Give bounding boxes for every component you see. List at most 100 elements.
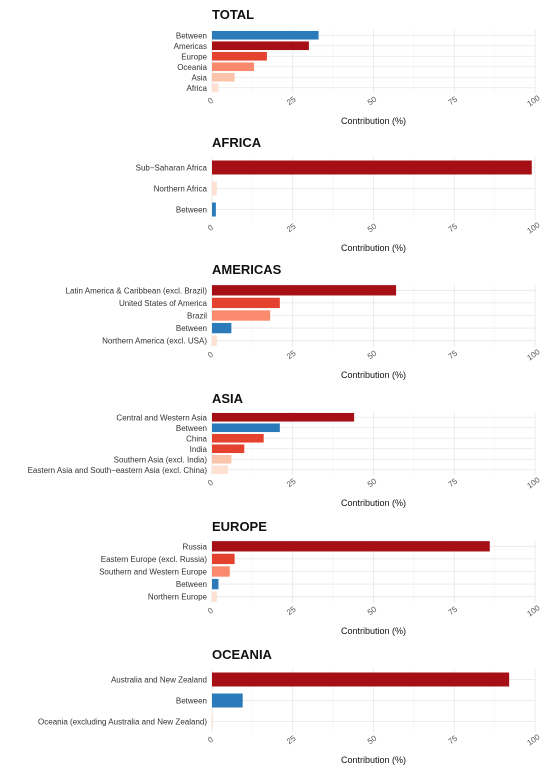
x-tick-label: 100 (526, 475, 543, 490)
x-axis-title: Contribution (%) (341, 626, 406, 636)
chart-panel-americas: AMERICAS Latin America & Caribbean (excl.… (66, 262, 542, 380)
x-tick-label: 25 (285, 733, 298, 746)
panel-title: OCEANIA (212, 647, 273, 662)
x-tick-label: 25 (285, 348, 298, 361)
bar-united-states-of-america (212, 297, 280, 309)
bar-northern-europe (212, 591, 217, 602)
bar-europe (212, 51, 267, 61)
x-tick-label: 100 (526, 603, 543, 618)
category-label: China (186, 434, 207, 443)
x-tick-label: 25 (285, 476, 298, 489)
x-tick-label: 50 (366, 348, 379, 361)
category-label: Northern Europe (148, 593, 208, 602)
x-tick-label: 50 (366, 94, 379, 107)
bar-between (212, 202, 216, 217)
category-label: Between (176, 324, 207, 333)
category-label: Central and Western Asia (116, 413, 207, 422)
bar-australia-and-new-zealand (212, 672, 510, 687)
category-label: Latin America & Caribbean (excl. Brazil) (66, 286, 208, 295)
bar-india (212, 444, 245, 454)
x-tick-label: 75 (447, 221, 460, 234)
x-tick-label: 75 (447, 348, 460, 361)
category-label: Eastern Europe (excl. Russia) (101, 555, 208, 564)
x-tick-label: 100 (526, 347, 543, 362)
category-label: Oceania (excluding Australia and New Zea… (38, 718, 207, 727)
x-tick-label: 100 (526, 220, 543, 235)
x-tick-label: 75 (447, 476, 460, 489)
bar-latin-america-caribbean-excl-brazil (212, 285, 397, 296)
category-label: Northern America (excl. USA) (102, 337, 207, 346)
category-label: Between (176, 580, 207, 589)
x-tick-label: 50 (366, 604, 379, 617)
bar-central-and-western-asia (212, 412, 355, 422)
x-tick-label: 50 (366, 733, 379, 746)
x-tick-label: 0 (206, 350, 215, 360)
panel-title: AFRICA (212, 135, 262, 150)
x-tick-label: 75 (447, 733, 460, 746)
bar-southern-asia-excl-india (212, 454, 232, 464)
bar-asia (212, 72, 235, 82)
bar-northern-america-excl-usa (212, 335, 217, 346)
x-tick-label: 25 (285, 221, 298, 234)
category-label: Eastern Asia and South−eastern Asia (exc… (28, 466, 208, 475)
category-label: Between (176, 31, 207, 40)
bar-between (212, 322, 232, 334)
category-label: Australia and New Zealand (111, 676, 207, 685)
category-label: Between (176, 206, 207, 215)
category-label: Between (176, 424, 207, 433)
bar-brazil (212, 310, 271, 321)
chart-panel-africa: AFRICA Sub−Saharan Africa Northern Africa B… (136, 135, 542, 253)
x-axis-title: Contribution (%) (341, 116, 406, 126)
x-tick-label: 100 (526, 732, 543, 747)
bar-between (212, 578, 219, 590)
x-axis-title: Contribution (%) (341, 755, 406, 765)
category-label: Between (176, 697, 207, 706)
chart-panel-europe: EUROPE Russia Eastern Europe (excl. Russia… (99, 519, 542, 636)
bar-northern-africa (212, 181, 217, 196)
category-label: Asia (191, 73, 207, 82)
category-label: Europe (181, 52, 207, 61)
x-axis-title: Contribution (%) (341, 370, 406, 380)
bar-between (212, 693, 243, 708)
bar-eastern-europe-excl-russia (212, 553, 235, 565)
x-tick-label: 0 (206, 96, 215, 106)
x-axis-title: Contribution (%) (341, 243, 406, 253)
category-label: Russia (183, 542, 208, 551)
category-label: India (190, 445, 208, 454)
bar-china (212, 433, 264, 443)
x-tick-label: 0 (206, 223, 215, 233)
x-tick-label: 75 (447, 604, 460, 617)
x-tick-label: 50 (366, 221, 379, 234)
category-label: Brazil (187, 312, 207, 321)
bar-southern-and-western-europe (212, 566, 230, 577)
bar-sub-saharan-africa (212, 160, 532, 175)
bar-africa (212, 83, 219, 93)
x-tick-label: 100 (526, 93, 543, 108)
category-label: Northern Africa (154, 185, 208, 194)
category-label: Oceania (177, 63, 207, 72)
bar-americas (212, 41, 309, 51)
x-tick-label: 50 (366, 476, 379, 489)
x-tick-label: 25 (285, 604, 298, 617)
category-label: Americas (174, 42, 207, 51)
x-tick-label: 25 (285, 94, 298, 107)
x-tick-label: 0 (206, 735, 215, 745)
x-tick-label: 0 (206, 478, 215, 488)
chart-panel-asia: ASIA Central and Western Asia BetweenChina… (28, 391, 542, 508)
x-tick-label: 75 (447, 94, 460, 107)
bar-russia (212, 541, 490, 552)
category-label: Sub−Saharan Africa (136, 164, 208, 173)
panel-title: AMERICAS (212, 262, 282, 277)
bar-between (212, 30, 319, 40)
category-label: Africa (187, 84, 208, 93)
category-label: United States of America (119, 299, 208, 308)
panel-title: TOTAL (212, 7, 254, 22)
chart-panel-oceania: OCEANIA Australia and New Zealand Between O… (38, 647, 542, 765)
panel-title: ASIA (212, 391, 244, 406)
panel-title: EUROPE (212, 519, 267, 534)
category-label: Southern Asia (excl. India) (114, 455, 208, 464)
x-tick-label: 0 (206, 606, 215, 616)
x-axis-title: Contribution (%) (341, 498, 406, 508)
bar-oceania (212, 62, 254, 72)
